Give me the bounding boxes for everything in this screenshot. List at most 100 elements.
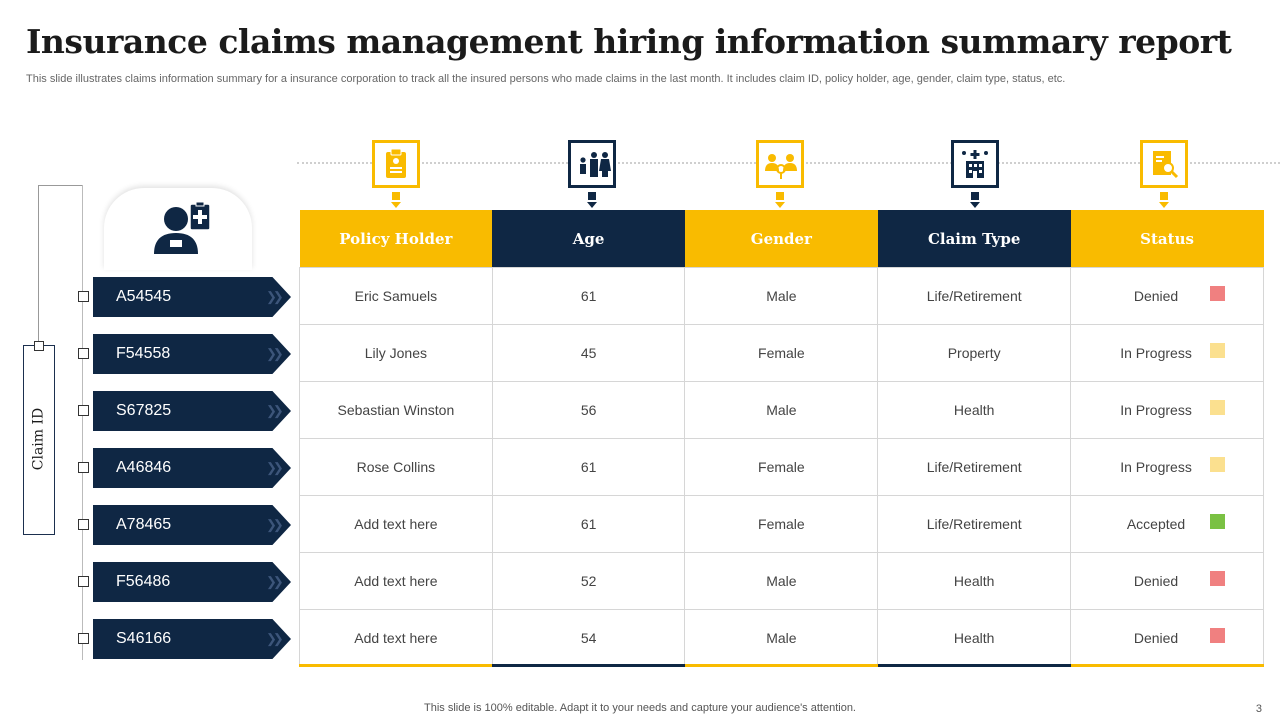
claim-id-connector bbox=[38, 185, 83, 346]
claim-id-row: A78465 ❯❯ bbox=[78, 505, 293, 545]
claim-type-pin bbox=[971, 192, 979, 200]
claim-checkbox[interactable] bbox=[78, 348, 89, 359]
policy-holder-cell: Add text here bbox=[299, 495, 493, 553]
table-header-row: Policy Holder Age Gender Claim Type Stat… bbox=[299, 210, 1264, 268]
claim-type-cell: Life/Retirement bbox=[877, 495, 1072, 553]
claim-arrow-shape bbox=[93, 448, 291, 488]
claim-checkbox[interactable] bbox=[78, 291, 89, 302]
claim-type-cell: Life/Retirement bbox=[877, 438, 1072, 496]
claim-checkbox[interactable] bbox=[78, 462, 89, 473]
claim-id-text: A46846 bbox=[116, 459, 172, 476]
policy-holder-cell: Eric Samuels bbox=[299, 267, 493, 325]
claim-id-row: A46846 ❯❯ bbox=[78, 448, 293, 488]
claim-id-label-dot bbox=[34, 341, 44, 351]
claim-id-row: S67825 ❯❯ bbox=[78, 391, 293, 431]
table-row: Lily Jones 45 Female Property In Progress bbox=[299, 324, 1264, 382]
claims-table: Policy Holder Age Gender Claim Type Stat… bbox=[299, 210, 1264, 667]
status-pointer bbox=[1159, 202, 1169, 208]
table-row: Add text here 61 Female Life/Retirement Acce… bbox=[299, 495, 1264, 553]
status-indicator bbox=[1210, 400, 1225, 415]
claim-arrow-shape bbox=[93, 619, 291, 659]
claim-checkbox[interactable] bbox=[78, 519, 89, 530]
status-cell: Denied bbox=[1070, 267, 1264, 325]
claim-id-text: F54558 bbox=[116, 345, 171, 362]
policy-holder-cell: Add text here bbox=[299, 552, 493, 610]
table-bottom-bar bbox=[299, 664, 1264, 667]
status-text: In Progress bbox=[1120, 345, 1192, 361]
claim-checkbox[interactable] bbox=[78, 576, 89, 587]
age-cell: 54 bbox=[491, 609, 686, 667]
age-cell: 61 bbox=[491, 267, 686, 325]
claim-type-cell: Health bbox=[877, 609, 1072, 667]
claim-id-row: S46166 ❯❯ bbox=[78, 619, 293, 659]
status-indicator bbox=[1210, 343, 1225, 358]
policy-holder-pin bbox=[392, 192, 400, 200]
chevron-right-icon: ❯❯ bbox=[266, 403, 284, 418]
status-text: Denied bbox=[1133, 630, 1179, 646]
doctor-with-clipboard-icon bbox=[154, 202, 211, 254]
chevron-right-icon: ❯❯ bbox=[266, 346, 284, 361]
status-cell: Accepted bbox=[1070, 495, 1264, 553]
age-cell: 52 bbox=[491, 552, 686, 610]
header-policy-holder: Policy Holder bbox=[299, 210, 493, 268]
chevron-right-icon: ❯❯ bbox=[266, 517, 284, 532]
status-cell: In Progress bbox=[1070, 324, 1264, 382]
claim-arrow-shape bbox=[93, 391, 291, 431]
gender-cell: Male bbox=[684, 609, 879, 667]
policy-holder-pointer bbox=[391, 202, 401, 208]
status-indicator bbox=[1210, 628, 1225, 643]
age-cell: 61 bbox=[491, 438, 686, 496]
status-text: In Progress bbox=[1120, 402, 1192, 418]
claim-id-label: Claim ID bbox=[23, 345, 53, 533]
claim-type-cell: Property bbox=[877, 324, 1072, 382]
age-cell: 45 bbox=[491, 324, 686, 382]
status-text: Accepted bbox=[1126, 516, 1186, 532]
gender-people-icon bbox=[765, 154, 797, 179]
status-text: In Progress bbox=[1120, 459, 1192, 475]
status-icon-box bbox=[1140, 140, 1188, 188]
page-number: 3 bbox=[1255, 703, 1262, 715]
page-title: Insurance claims management hiring infor… bbox=[26, 22, 1232, 61]
gender-cell: Male bbox=[684, 267, 879, 325]
policy-holder-icon-box bbox=[372, 140, 420, 188]
gender-cell: Male bbox=[684, 552, 879, 610]
header-status: Status bbox=[1070, 210, 1264, 268]
status-cell: In Progress bbox=[1070, 438, 1264, 496]
claim-id-text: S46166 bbox=[116, 630, 172, 647]
gender-icon-box bbox=[756, 140, 804, 188]
table-row: Eric Samuels 61 Male Life/Retirement Denied bbox=[299, 267, 1264, 325]
claim-type-pointer bbox=[970, 202, 980, 208]
claim-checkbox[interactable] bbox=[78, 633, 89, 644]
chevron-right-icon: ❯❯ bbox=[266, 289, 284, 304]
age-cell: 56 bbox=[491, 381, 686, 439]
table-row: Sebastian Winston 56 Male Health In Progress bbox=[299, 381, 1264, 439]
claim-id-text: F56486 bbox=[116, 573, 171, 590]
hospital-building-icon bbox=[962, 150, 988, 178]
claim-id-vertical-line bbox=[82, 185, 83, 660]
status-indicator bbox=[1210, 457, 1225, 472]
claim-type-cell: Health bbox=[877, 552, 1072, 610]
header-age: Age bbox=[492, 210, 685, 268]
gender-cell: Male bbox=[684, 381, 879, 439]
claim-arrow-shape bbox=[93, 334, 291, 374]
claim-checkbox[interactable] bbox=[78, 405, 89, 416]
status-cell: Denied bbox=[1070, 609, 1264, 667]
gender-cell: Female bbox=[684, 495, 879, 553]
claim-id-label-box bbox=[23, 345, 55, 535]
gender-pin bbox=[776, 192, 784, 200]
claim-arrow-shape bbox=[93, 562, 291, 602]
gender-cell: Female bbox=[684, 438, 879, 496]
claim-id-text: S67825 bbox=[116, 402, 172, 419]
table-row: Add text here 54 Male Health Denied bbox=[299, 609, 1264, 667]
policy-holder-cell: Add text here bbox=[299, 609, 493, 667]
chevron-right-icon: ❯❯ bbox=[266, 574, 284, 589]
claim-arrow-shape bbox=[93, 277, 291, 317]
claim-id-text: A54545 bbox=[116, 288, 172, 305]
footer-note: This slide is 100% editable. Adapt it to… bbox=[424, 702, 856, 714]
status-cell: In Progress bbox=[1070, 381, 1264, 439]
gender-cell: Female bbox=[684, 324, 879, 382]
policy-holder-cell: Rose Collins bbox=[299, 438, 493, 496]
page-subtitle: This slide illustrates claims informatio… bbox=[26, 73, 1066, 85]
claim-id-label-text: Claim ID bbox=[30, 407, 46, 471]
age-cell: 61 bbox=[491, 495, 686, 553]
